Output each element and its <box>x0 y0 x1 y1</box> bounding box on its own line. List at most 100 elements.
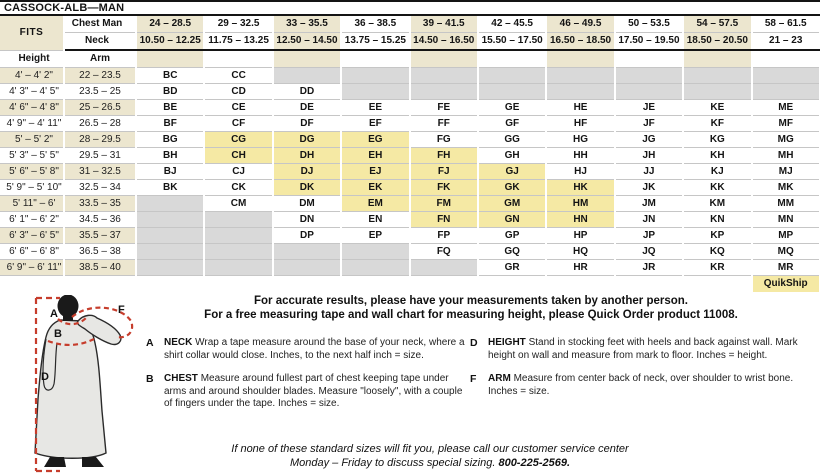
unavailable-cell <box>204 211 274 228</box>
instruction-text: CHEST Measure around fullest part of che… <box>164 373 466 411</box>
arm-range-cell: 22 – 23.5 <box>64 67 137 84</box>
size-code-cell: JN <box>614 211 685 228</box>
height-column-header: Height <box>0 50 65 68</box>
measuring-guide-section: A B D F For accurate results, please hav… <box>0 293 820 475</box>
spacer-cell <box>341 275 411 293</box>
fits-header: FITS <box>0 16 65 51</box>
unavailable-cell <box>477 67 548 84</box>
quickship-size-cell: CG <box>204 131 274 148</box>
chest-range-header: 46 – 49.5 <box>546 16 616 33</box>
unavailable-cell <box>136 243 206 260</box>
neck-range-header: 18.50 – 20.50 <box>683 32 753 51</box>
size-code-cell: BE <box>136 99 206 116</box>
table-row: FITS Chest Man 24 – 28.5 29 – 32.5 33 – 35.5… <box>0 16 820 51</box>
figure-label-chest: B <box>54 328 62 340</box>
size-code-cell: JR <box>614 259 685 276</box>
arm-range-cell: 38.5 – 40 <box>64 259 137 276</box>
unavailable-cell <box>272 243 343 260</box>
unavailable-cell <box>204 259 274 276</box>
instruction-body: Stand in stocking feet with heels and ba… <box>488 337 798 361</box>
arm-range-cell: 26.5 – 28 <box>64 115 137 132</box>
size-code-cell: HF <box>546 115 616 132</box>
table-row: 6' 9" – 6' 11" 38.5 – 40 GR HR JR KR MR <box>0 259 820 276</box>
accuracy-note-line1: For accurate results, please have your m… <box>254 295 688 307</box>
size-code-cell: MH <box>751 147 820 164</box>
figure-label-arm: F <box>118 304 125 316</box>
spacer-cell <box>409 275 479 293</box>
quickship-size-cell: DG <box>272 131 343 148</box>
size-code-cell: JM <box>614 195 685 212</box>
table-row: 5' 3" – 5' 5" 29.5 – 31 BH CH DH EH FH GH HH JH KH… <box>0 147 820 164</box>
neck-row-label: Neck <box>64 32 137 51</box>
neck-range-header: 10.50 – 12.25 <box>136 32 206 51</box>
size-code-cell: MK <box>751 179 820 196</box>
special-sizing-line2-text: Monday – Friday to discuss special sizin… <box>289 457 499 469</box>
size-code-cell: JH <box>614 147 685 164</box>
size-code-cell: BH <box>136 147 206 164</box>
neck-range-header: 12.50 – 14.50 <box>272 32 343 51</box>
height-range-cell: 6' 3" – 6' 5" <box>0 227 65 244</box>
spacer-cell <box>614 50 685 68</box>
table-row: 4' 3" – 4' 5" 23.5 – 25 BD CD DD <box>0 83 820 100</box>
instructions-right-column: D HEIGHT Stand in stocking feet with hee… <box>470 337 816 409</box>
unavailable-cell <box>614 67 685 84</box>
height-range-cell: 4' – 4' 2" <box>0 67 65 84</box>
size-code-cell: DP <box>272 227 343 244</box>
arm-range-cell: 28 – 29.5 <box>64 131 137 148</box>
size-code-cell: DF <box>272 115 343 132</box>
size-code-cell: FF <box>409 115 479 132</box>
size-code-cell: BK <box>136 179 206 196</box>
neck-range-header: 15.50 – 17.50 <box>477 32 548 51</box>
chest-range-header: 29 – 32.5 <box>204 16 274 33</box>
size-code-cell: KH <box>683 147 753 164</box>
unavailable-cell <box>546 83 616 100</box>
quickship-size-cell: DK <box>272 179 343 196</box>
height-range-cell: 6' 6" – 6' 8" <box>0 243 65 260</box>
unavailable-cell <box>204 227 274 244</box>
quickship-size-cell: FJ <box>409 163 479 180</box>
table-row: QuikShip <box>0 275 820 293</box>
table-row: 5' 6" – 5' 8" 31 – 32.5 BJ CJ DJ EJ FJ GJ HJ JJ KJ… <box>0 163 820 180</box>
size-code-cell: GG <box>477 131 548 148</box>
spacer-cell <box>683 50 753 68</box>
arm-range-cell: 29.5 – 31 <box>64 147 137 164</box>
instructions-left-column: A NECK Wrap a tape measure around the ba… <box>146 337 466 422</box>
size-code-cell: ME <box>751 99 820 116</box>
quickship-size-cell: EH <box>341 147 411 164</box>
unavailable-cell <box>204 243 274 260</box>
unavailable-cell <box>409 259 479 276</box>
unavailable-cell <box>136 195 206 212</box>
spacer-cell <box>64 275 137 293</box>
height-range-cell: 4' 9" – 4' 11" <box>0 115 65 132</box>
unavailable-cell <box>751 67 820 84</box>
figure-label-height: D <box>41 371 49 383</box>
size-code-cell: GH <box>477 147 548 164</box>
quickship-size-cell: HN <box>546 211 616 228</box>
spacer-cell <box>0 275 65 293</box>
quickship-size-cell: EK <box>341 179 411 196</box>
spacer-cell <box>409 50 479 68</box>
unavailable-cell <box>272 259 343 276</box>
size-code-cell: FQ <box>409 243 479 260</box>
size-code-cell: GR <box>477 259 548 276</box>
size-code-cell: DM <box>272 195 343 212</box>
size-code-cell: KQ <box>683 243 753 260</box>
size-code-cell: GQ <box>477 243 548 260</box>
instruction-body: Measure around fullest part of chest kee… <box>164 373 463 409</box>
spacer-cell <box>272 50 343 68</box>
chest-range-header: 42 – 45.5 <box>477 16 548 33</box>
size-code-cell: HE <box>546 99 616 116</box>
size-code-cell: KM <box>683 195 753 212</box>
quickship-size-cell: GJ <box>477 163 548 180</box>
quickship-size-cell: GN <box>477 211 548 228</box>
spacer-cell <box>204 50 274 68</box>
quickship-size-cell: GM <box>477 195 548 212</box>
chest-range-header: 50 – 53.5 <box>614 16 685 33</box>
unavailable-cell <box>751 83 820 100</box>
size-code-cell: MJ <box>751 163 820 180</box>
table-row: 4' 6" – 4' 8" 25 – 26.5 BE CE DE EE FE GE HE JE KE… <box>0 99 820 116</box>
arm-range-cell: 34.5 – 36 <box>64 211 137 228</box>
size-code-cell: JE <box>614 99 685 116</box>
size-code-cell: CK <box>204 179 274 196</box>
height-range-cell: 5' 3" – 5' 5" <box>0 147 65 164</box>
